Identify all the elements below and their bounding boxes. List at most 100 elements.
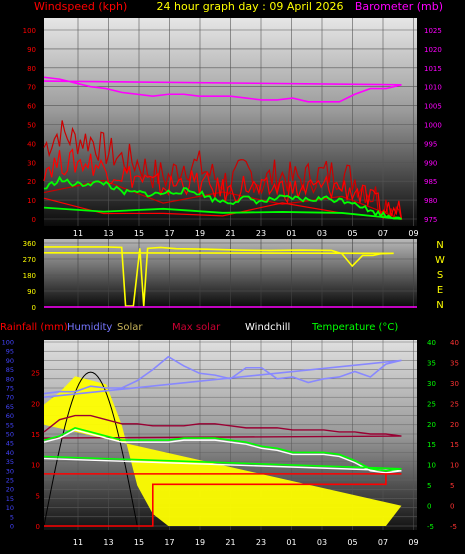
percent-tick-label: 95 [6, 348, 14, 356]
header-left-label: Windspeed (kph) [34, 0, 127, 13]
percent-tick-label: 60 [6, 412, 14, 420]
time-tick-label: 23 [256, 538, 266, 547]
percent-tick-label: 45 [6, 440, 14, 448]
temp-tick-label: 25 [427, 400, 436, 408]
temp-tick-label-right: 25 [450, 400, 459, 408]
windspeed-tick-label: 0 [32, 216, 36, 224]
percent-tick-label: 90 [6, 357, 14, 365]
barometer-tick-label: 1010 [424, 84, 442, 92]
wind-panel-time-axis: 11 13 15 17 19 21 23 01 03 05 07 09 [73, 229, 419, 238]
average-line [43, 175, 402, 220]
windspeed-tick-label: 10 [27, 197, 36, 205]
direction-tick-label: 180 [23, 272, 36, 280]
time-tick-label: 07 [378, 538, 388, 547]
temp-tick-label: 10 [427, 462, 436, 470]
barometer-tick-label: 980 [424, 197, 437, 205]
percent-tick-label: 30 [6, 467, 14, 475]
direction-tick-label: 360 [23, 240, 36, 248]
rain-tick-label: 5 [36, 492, 40, 500]
rain-tick-label: 25 [31, 370, 40, 378]
barometer-tick-label: 985 [424, 178, 437, 186]
humidity-line [43, 355, 402, 398]
solar-area [44, 376, 402, 526]
temp-tick-label: 40 [427, 339, 436, 347]
gust-line [43, 120, 403, 220]
temperature-axis: -5 -5 0 0 5 5 10 10 15 15 20 20 25 25 30 30 35 35 40 40 [427, 339, 459, 531]
windspeed-tick-label: 30 [27, 159, 36, 167]
windspeed-tick-label: 60 [27, 103, 36, 111]
direction-tick-label: 270 [23, 256, 36, 264]
windchill-line [43, 429, 402, 474]
temp-tick-label-right: 15 [450, 441, 459, 449]
windspeed-axis: 0 10 20 30 40 50 60 70 80 90 100 [23, 27, 36, 224]
temp-tick-label: 20 [427, 421, 436, 429]
temp-tick-label-right: 40 [450, 339, 459, 347]
legend-item: Solar [117, 322, 143, 333]
percent-tick-label: 85 [6, 366, 14, 374]
legend-item: Temperature (°C) [311, 322, 398, 333]
compass-label: E [437, 285, 443, 296]
rain-tick-label: 10 [31, 462, 40, 470]
percent-tick-label: 65 [6, 403, 14, 411]
temp-tick-label: 30 [427, 380, 436, 388]
rain-tick-label: 20 [31, 400, 40, 408]
time-tick-label: 05 [347, 538, 357, 547]
temp-tick-label: -5 [427, 523, 434, 531]
windspeed-tick-label: 40 [27, 140, 36, 148]
time-tick-label: 19 [195, 538, 205, 547]
time-tick-label: 15 [134, 229, 144, 238]
time-tick-label: 01 [286, 229, 296, 238]
barometer-tick-label: 1005 [424, 103, 442, 111]
wind-panel-series [43, 76, 403, 220]
direction-panel-series [43, 246, 417, 308]
time-tick-label: 21 [225, 538, 235, 547]
time-tick-label: 03 [317, 229, 327, 238]
barometer-tick-label: 1000 [424, 122, 442, 130]
percent-tick-label: 40 [6, 449, 14, 457]
bottom-panel-time-axis: 11 13 15 17 19 21 23 01 03 05 07 09 [73, 538, 419, 547]
temp-tick-label-right: 30 [450, 380, 459, 388]
percent-tick-label: 5 [10, 513, 14, 521]
barometer-tick-label: 995 [424, 140, 437, 148]
header-right-label: Barometer (mb) [355, 0, 443, 13]
barometer-axis: 975 980 985 990 995 1000 1005 1010 1015 1020 1025 [424, 27, 442, 224]
percent-tick-label: 10 [6, 504, 14, 512]
temp-tick-label-right: 0 [450, 503, 454, 511]
percent-tick-label: 0 [10, 523, 14, 531]
time-tick-label: 03 [317, 538, 327, 547]
barometer-tick-label: 1015 [424, 65, 442, 73]
wind-line [43, 148, 403, 220]
legend-item: Humidity [67, 322, 112, 333]
barometer-tick-label: 990 [424, 159, 437, 167]
time-tick-label: 07 [378, 229, 388, 238]
time-tick-label: 01 [286, 538, 296, 547]
percent-tick-label: 100 [2, 339, 14, 347]
windspeed-tick-label: 80 [27, 65, 36, 73]
rain-tick-label: 15 [31, 431, 40, 439]
percent-tick-label: 55 [6, 421, 14, 429]
direction-axis: 0 90 180 270 360 [23, 240, 36, 312]
percent-tick-label: 70 [6, 394, 14, 402]
time-tick-label: 05 [347, 229, 357, 238]
windspeed-tick-label: 100 [23, 27, 36, 35]
bottom-panel-series [43, 355, 402, 527]
rain-tick-label: 0 [36, 523, 40, 531]
percent-tick-label: 75 [6, 385, 14, 393]
temp-tick-label: 35 [427, 359, 436, 367]
legend-item: Windchill [245, 322, 290, 333]
percent-tick-label: 50 [6, 431, 14, 439]
percent-tick-label: 15 [6, 495, 14, 503]
temp-tick-label-right: 10 [450, 462, 459, 470]
direction-tick-label: 90 [27, 288, 36, 296]
time-tick-label: 19 [195, 229, 205, 238]
windspeed-tick-label: 90 [27, 46, 36, 54]
temp-tick-label: 15 [427, 441, 436, 449]
percent-tick-label: 35 [6, 458, 14, 466]
compass-label: N [436, 300, 443, 311]
temp-tick-label: 0 [427, 503, 431, 511]
time-tick-label: 11 [73, 538, 83, 547]
max-solar-curve [43, 371, 138, 527]
percent-tick-label: 20 [6, 486, 14, 494]
